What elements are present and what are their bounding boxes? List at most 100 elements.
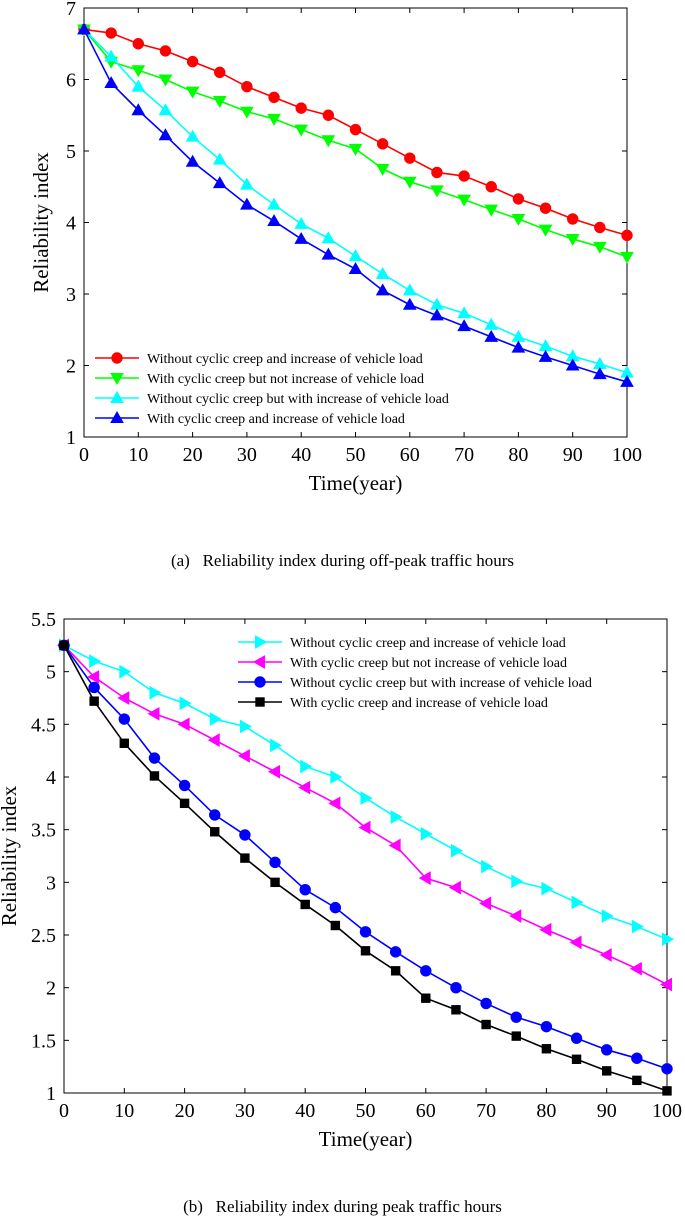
data-point bbox=[330, 770, 343, 784]
data-point bbox=[539, 202, 552, 214]
data-point bbox=[349, 123, 362, 136]
data-point bbox=[322, 109, 335, 121]
data-point bbox=[321, 135, 336, 148]
data-point bbox=[511, 329, 526, 342]
series-3 bbox=[77, 22, 634, 378]
data-point bbox=[348, 143, 363, 156]
data-point bbox=[239, 719, 252, 734]
data-point bbox=[431, 166, 443, 179]
data-point bbox=[294, 231, 309, 244]
data-point bbox=[620, 251, 634, 264]
x-tick-label: 100 bbox=[652, 1100, 682, 1122]
caption-b: (b) Reliability index during peak traffi… bbox=[183, 1197, 502, 1216]
data-point bbox=[268, 764, 281, 779]
data-point bbox=[348, 261, 363, 274]
y-tick-label: 4 bbox=[46, 767, 56, 789]
y-axis-label: Reliability index bbox=[29, 152, 53, 293]
data-point bbox=[321, 231, 336, 244]
data-point bbox=[179, 696, 192, 711]
legend-label: Without cyclic creep but with increase o… bbox=[290, 676, 592, 691]
data-point bbox=[420, 827, 433, 841]
data-point bbox=[358, 820, 371, 835]
data-point bbox=[359, 926, 372, 938]
y-tick-label: 4.5 bbox=[31, 714, 56, 736]
y-tick-label: 1 bbox=[66, 427, 76, 449]
data-point bbox=[509, 909, 522, 923]
legend-marker bbox=[110, 391, 124, 403]
data-point bbox=[295, 102, 307, 114]
data-point bbox=[185, 129, 200, 142]
y-tick-label: 5 bbox=[66, 141, 76, 163]
data-point bbox=[147, 706, 160, 721]
data-point bbox=[541, 881, 554, 896]
x-tick-label: 20 bbox=[175, 1100, 195, 1122]
x-tick-label: 60 bbox=[416, 1100, 436, 1122]
data-point bbox=[388, 838, 401, 853]
data-point bbox=[77, 22, 91, 35]
data-point bbox=[457, 306, 471, 319]
y-tick-label: 2 bbox=[66, 356, 76, 378]
data-point bbox=[270, 877, 280, 888]
data-point bbox=[599, 948, 612, 962]
data-point bbox=[241, 80, 253, 93]
data-point bbox=[480, 997, 492, 1010]
data-point bbox=[212, 152, 227, 165]
data-point bbox=[300, 759, 313, 774]
data-point bbox=[330, 920, 341, 931]
data-point bbox=[375, 283, 390, 296]
legend-marker bbox=[255, 697, 265, 707]
data-point bbox=[457, 194, 471, 207]
y-tick-label: 5 bbox=[46, 662, 56, 684]
data-point bbox=[158, 103, 173, 116]
data-point bbox=[390, 966, 401, 976]
data-point bbox=[300, 899, 310, 910]
x-tick-label: 10 bbox=[128, 444, 148, 466]
legend-marker bbox=[111, 352, 123, 364]
data-point bbox=[237, 749, 250, 763]
data-point bbox=[450, 981, 462, 994]
data-point bbox=[539, 922, 552, 937]
x-tick-label: 10 bbox=[114, 1100, 134, 1122]
y-tick-label: 1 bbox=[46, 1083, 56, 1105]
x-tick-label: 40 bbox=[291, 444, 311, 466]
data-point bbox=[131, 65, 146, 78]
data-point bbox=[89, 654, 102, 668]
x-tick-label: 30 bbox=[237, 444, 257, 466]
y-tick-label: 4 bbox=[66, 213, 76, 235]
data-point bbox=[570, 1032, 583, 1044]
data-point bbox=[631, 919, 644, 934]
data-point bbox=[360, 791, 373, 805]
data-point bbox=[328, 796, 341, 811]
data-point bbox=[629, 961, 642, 976]
data-point bbox=[209, 809, 221, 821]
data-point bbox=[541, 1044, 552, 1054]
data-point bbox=[89, 696, 99, 706]
x-tick-label: 60 bbox=[400, 444, 420, 466]
data-point bbox=[239, 829, 251, 841]
data-point bbox=[267, 113, 281, 126]
data-point bbox=[87, 670, 100, 684]
data-point bbox=[329, 901, 342, 914]
data-point bbox=[294, 216, 309, 229]
data-point bbox=[567, 213, 579, 225]
x-tick-label: 30 bbox=[235, 1100, 255, 1122]
data-point bbox=[131, 103, 146, 116]
data-point bbox=[620, 374, 634, 387]
data-point bbox=[450, 843, 463, 858]
x-tick-label: 80 bbox=[508, 444, 528, 466]
y-tick-label: 1.5 bbox=[31, 1030, 56, 1052]
data-point bbox=[390, 810, 403, 824]
data-point bbox=[88, 681, 100, 694]
data-point bbox=[185, 154, 200, 167]
series-3 bbox=[58, 639, 673, 1075]
data-point bbox=[420, 965, 432, 977]
data-point bbox=[240, 106, 254, 119]
legend-marker bbox=[110, 411, 124, 423]
x-tick-label: 90 bbox=[597, 1100, 617, 1122]
data-point bbox=[178, 779, 191, 792]
data-point bbox=[418, 871, 431, 885]
data-point bbox=[212, 95, 227, 108]
data-point bbox=[571, 1054, 582, 1064]
legend-marker bbox=[253, 655, 265, 669]
data-point bbox=[212, 176, 227, 189]
